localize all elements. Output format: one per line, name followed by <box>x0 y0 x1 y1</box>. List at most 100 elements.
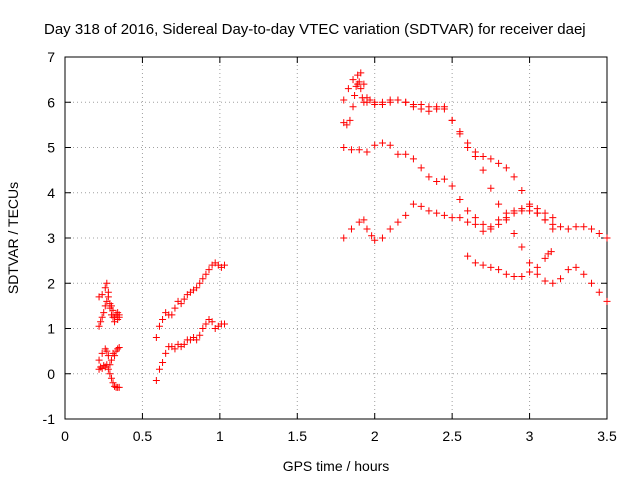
series-segment-a2 <box>95 293 123 330</box>
data-point <box>464 218 472 226</box>
data-point <box>588 225 596 233</box>
data-point <box>471 153 479 161</box>
data-point <box>205 266 213 274</box>
data-point <box>347 146 355 154</box>
data-point <box>371 101 379 109</box>
x-tick-label: 3.5 <box>597 428 617 444</box>
data-point <box>340 144 348 151</box>
data-point <box>360 80 368 88</box>
y-tick-label: 7 <box>47 49 55 65</box>
data-point <box>193 336 201 344</box>
data-point <box>193 284 201 292</box>
data-point <box>159 315 167 323</box>
data-point <box>196 331 204 339</box>
data-point <box>572 223 580 231</box>
data-point <box>479 227 487 235</box>
data-point <box>221 320 229 328</box>
data-point <box>114 345 122 353</box>
data-point <box>549 279 557 287</box>
data-point <box>103 279 111 287</box>
data-point <box>502 270 510 278</box>
data-point <box>386 141 394 149</box>
data-point <box>104 365 112 373</box>
data-point <box>541 216 549 224</box>
data-point <box>98 349 106 357</box>
data-point <box>402 150 410 158</box>
data-point <box>103 297 111 305</box>
data-point <box>595 288 603 296</box>
data-point <box>549 225 557 233</box>
data-point <box>502 209 510 217</box>
data-point <box>202 270 210 278</box>
data-point <box>464 144 472 151</box>
data-point <box>464 252 472 260</box>
series-series-2 <box>340 78 611 305</box>
data-point <box>100 309 108 317</box>
data-point <box>98 313 106 321</box>
data-point <box>355 78 363 86</box>
data-point <box>202 320 210 328</box>
y-tick-label: 5 <box>47 140 55 156</box>
data-point <box>541 209 549 217</box>
data-point <box>106 370 114 378</box>
data-point <box>440 211 448 219</box>
data-point <box>409 103 417 111</box>
series-segment-b1 <box>152 259 229 342</box>
data-point <box>603 234 611 242</box>
data-point <box>97 318 105 326</box>
data-point <box>502 164 510 172</box>
data-point <box>378 101 386 109</box>
data-point <box>479 153 487 161</box>
data-point <box>557 275 565 283</box>
data-point <box>456 196 464 204</box>
data-point <box>115 344 123 352</box>
data-point <box>106 304 114 312</box>
data-point <box>196 279 204 287</box>
data-point <box>394 96 402 104</box>
data-point <box>510 229 518 237</box>
data-point <box>98 291 106 299</box>
data-point <box>440 175 448 183</box>
data-point <box>104 293 112 301</box>
data-point <box>159 358 167 366</box>
data-point <box>363 225 371 233</box>
data-point <box>533 263 541 271</box>
data-point <box>588 279 596 287</box>
data-point <box>526 259 534 267</box>
data-point <box>368 232 376 240</box>
data-point <box>495 216 503 224</box>
y-tick-label: 6 <box>47 94 55 110</box>
data-point <box>518 243 526 251</box>
data-point <box>180 295 188 303</box>
data-point <box>208 318 216 326</box>
data-point <box>171 345 179 353</box>
data-point <box>152 377 160 385</box>
data-point <box>340 234 348 242</box>
data-point <box>402 98 410 106</box>
data-point <box>101 302 109 310</box>
data-point <box>471 220 479 228</box>
y-tick-label: 0 <box>47 366 55 382</box>
data-point <box>101 284 109 292</box>
y-tick-label: 4 <box>47 185 55 201</box>
data-point <box>595 229 603 237</box>
data-point <box>547 248 555 256</box>
data-point <box>580 270 588 278</box>
data-point <box>378 234 386 242</box>
data-point <box>351 91 359 99</box>
x-tick-label: 1 <box>216 428 224 444</box>
data-point <box>168 311 176 319</box>
data-point <box>433 209 441 217</box>
series-segment-a4 <box>95 361 123 391</box>
data-point <box>107 374 115 382</box>
y-tick-label: -1 <box>43 411 56 427</box>
data-point <box>346 116 354 124</box>
data-point <box>495 266 503 274</box>
data-point <box>394 218 402 226</box>
grid <box>65 57 607 419</box>
data-point <box>448 116 456 124</box>
data-point <box>349 76 357 84</box>
data-point <box>371 236 379 244</box>
data-point <box>580 223 588 231</box>
